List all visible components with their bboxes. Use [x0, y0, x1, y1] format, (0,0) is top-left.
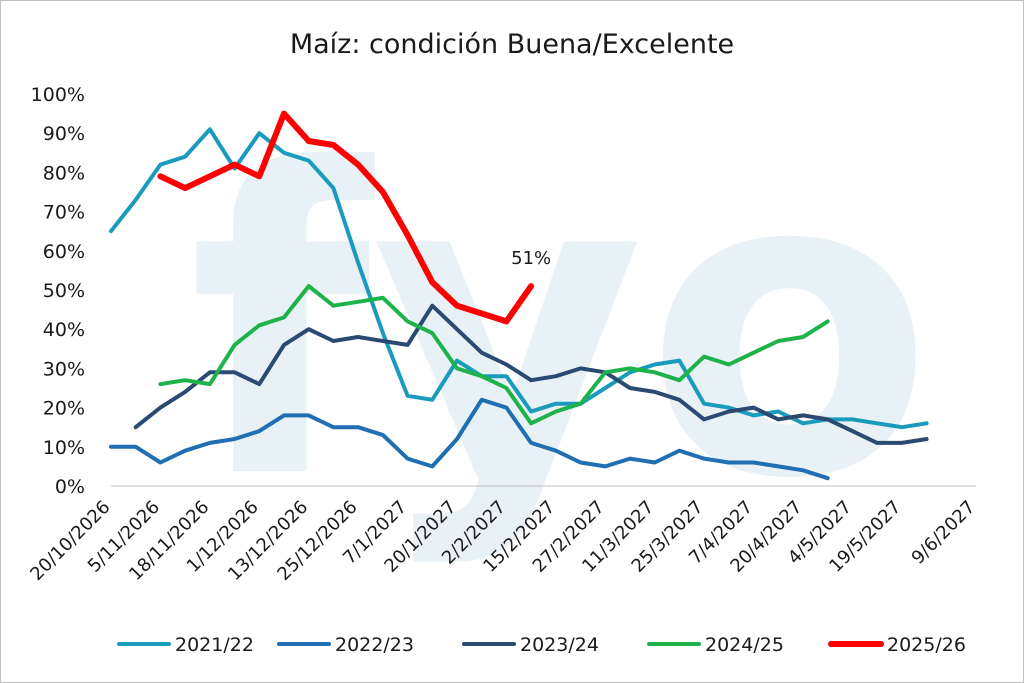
- legend-item-2024-25: 2024/25: [647, 634, 784, 656]
- y-tick-label: 80%: [43, 162, 85, 184]
- series-line-2024-25: [158, 284, 830, 426]
- legend-label: 2025/26: [887, 634, 966, 656]
- legend-item-2022-23: 2022/23: [277, 634, 414, 656]
- y-tick-label: 0%: [55, 476, 85, 498]
- annotation-label: 51%: [511, 248, 551, 269]
- series-line-2025-26: [157, 110, 535, 325]
- legend-label: 2021/22: [175, 634, 254, 656]
- legend-label: 2024/25: [705, 634, 784, 656]
- y-tick-label: 90%: [43, 123, 85, 145]
- legend: 2021/22 2022/23 2023/24 2024/25 2025/26: [117, 634, 966, 656]
- legend-item-2023-24: 2023/24: [462, 634, 599, 656]
- series-line-2022-23: [109, 397, 830, 481]
- y-tick-label: 50%: [43, 280, 85, 302]
- legend-label: 2022/23: [335, 634, 414, 656]
- chart-title: Maíz: condición Buena/Excelente: [290, 29, 734, 60]
- legend-item-2025-26: 2025/26: [828, 634, 966, 656]
- series-line-2023-24: [133, 303, 929, 445]
- series-group: [109, 110, 929, 481]
- y-axis: 0% 10% 20% 30% 40% 50% 60% 70% 80% 90% 100%: [31, 84, 85, 498]
- annotations: 51%: [511, 248, 551, 269]
- y-tick-label: 100%: [31, 84, 85, 106]
- legend-item-2021-22: 2021/22: [117, 634, 254, 656]
- y-tick-label: 60%: [43, 241, 85, 263]
- legend-label: 2023/24: [520, 634, 599, 656]
- y-tick-label: 10%: [43, 437, 85, 459]
- y-tick-label: 70%: [43, 202, 85, 224]
- y-tick-label: 20%: [43, 398, 85, 420]
- y-tick-label: 40%: [43, 319, 85, 341]
- y-tick-label: 30%: [43, 358, 85, 380]
